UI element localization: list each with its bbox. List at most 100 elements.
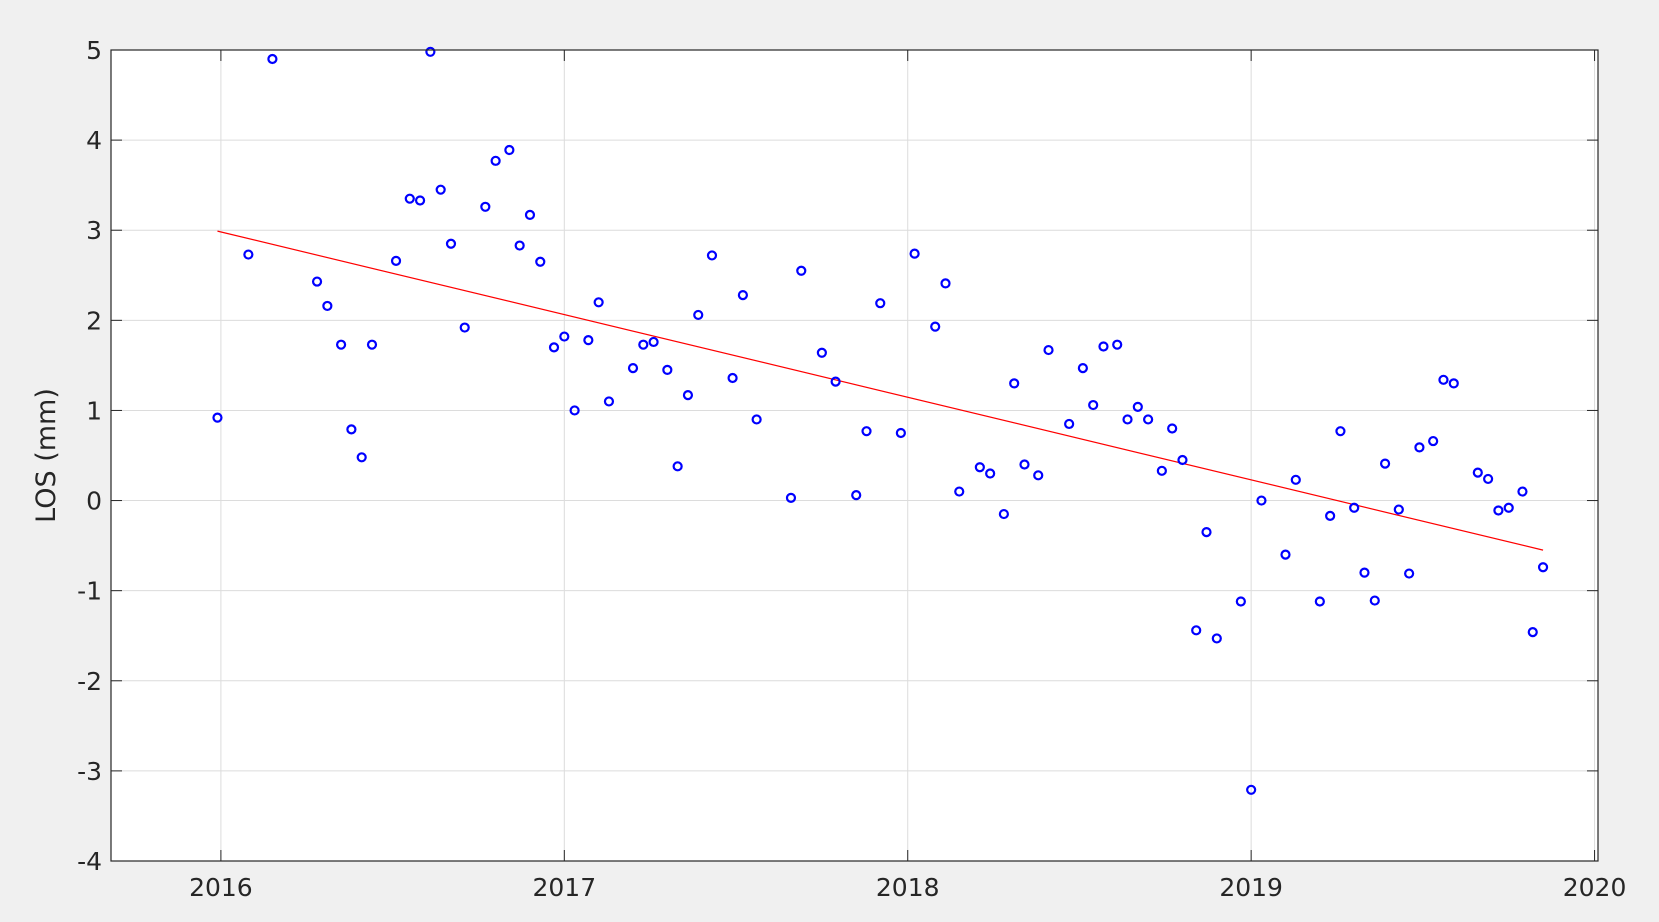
x-tick-label: 2019 bbox=[1219, 873, 1283, 902]
data-point bbox=[569, 405, 580, 416]
trend-line bbox=[217, 230, 1544, 551]
data-point bbox=[1077, 362, 1088, 374]
y-tick-label: 4 bbox=[86, 126, 102, 155]
fit-line-group bbox=[217, 230, 1544, 551]
data-point bbox=[1256, 495, 1267, 506]
data-point bbox=[998, 508, 1009, 520]
data-point bbox=[737, 290, 748, 301]
data-point bbox=[1379, 458, 1391, 469]
data-point bbox=[583, 335, 594, 346]
data-point bbox=[662, 364, 673, 375]
data-point bbox=[785, 492, 797, 503]
data-point bbox=[1235, 596, 1246, 607]
x-tick-label: 2016 bbox=[189, 873, 253, 902]
data-point bbox=[1414, 442, 1425, 453]
data-point bbox=[435, 184, 446, 195]
data-point bbox=[895, 427, 906, 439]
data-point bbox=[693, 309, 704, 321]
data-point bbox=[940, 278, 951, 289]
data-point bbox=[985, 468, 996, 479]
data-point bbox=[212, 412, 223, 423]
data-point bbox=[909, 248, 920, 259]
y-tick-label: -4 bbox=[77, 847, 102, 876]
data-point bbox=[648, 336, 659, 348]
y-tick-label: -2 bbox=[77, 667, 102, 696]
data-point bbox=[1325, 510, 1336, 521]
data-point bbox=[1019, 459, 1030, 470]
y-tick-labels: 5 4 3 2 1 0 -1 -2 -3 -4 bbox=[77, 36, 102, 876]
data-point bbox=[524, 209, 536, 221]
data-point bbox=[1537, 562, 1549, 573]
data-point bbox=[875, 298, 886, 309]
data-point bbox=[1503, 502, 1514, 513]
x-tick-label: 2018 bbox=[876, 873, 940, 902]
plot-frame bbox=[110, 49, 1599, 862]
data-point bbox=[1527, 627, 1538, 638]
data-point bbox=[816, 347, 827, 358]
data-point bbox=[1156, 465, 1167, 476]
data-point bbox=[1167, 423, 1178, 434]
data-point bbox=[1517, 486, 1528, 497]
data-point bbox=[1191, 625, 1202, 636]
data-point bbox=[335, 339, 347, 350]
data-point bbox=[1404, 568, 1415, 579]
data-point bbox=[490, 155, 501, 166]
data-point bbox=[514, 240, 525, 251]
data-point bbox=[311, 276, 323, 287]
data-point bbox=[974, 462, 985, 473]
data-point bbox=[603, 396, 615, 407]
data-point bbox=[706, 250, 718, 261]
data-point bbox=[404, 193, 415, 204]
data-point bbox=[1033, 470, 1044, 481]
data-point bbox=[1335, 426, 1346, 437]
data-point bbox=[796, 265, 807, 276]
y-tick-label: 3 bbox=[86, 216, 102, 245]
data-point bbox=[356, 452, 367, 463]
y-tick-label: -3 bbox=[77, 757, 102, 786]
data-point bbox=[1043, 344, 1054, 356]
data-points bbox=[212, 46, 1549, 795]
data-point bbox=[366, 339, 378, 350]
x-tick-label: 2020 bbox=[1563, 873, 1627, 902]
data-point bbox=[1493, 505, 1504, 516]
data-point bbox=[1211, 633, 1222, 644]
data-point bbox=[390, 255, 402, 266]
data-point bbox=[851, 490, 862, 501]
data-point bbox=[267, 53, 278, 65]
data-point bbox=[1349, 502, 1360, 513]
data-point bbox=[1359, 567, 1370, 578]
data-point bbox=[1088, 399, 1099, 411]
data-point bbox=[672, 461, 683, 472]
data-point bbox=[1009, 378, 1020, 389]
data-point bbox=[1246, 784, 1257, 795]
y-tick-label: 1 bbox=[86, 396, 102, 425]
data-point bbox=[1393, 504, 1404, 515]
data-point bbox=[1290, 474, 1301, 485]
data-point bbox=[830, 376, 841, 387]
data-point bbox=[1314, 596, 1325, 607]
data-point bbox=[593, 297, 604, 308]
data-point bbox=[1369, 595, 1380, 606]
data-point bbox=[425, 46, 436, 57]
data-point bbox=[1448, 378, 1459, 389]
data-point bbox=[1122, 414, 1133, 425]
data-point bbox=[535, 256, 546, 267]
data-point bbox=[1177, 454, 1188, 466]
data-point bbox=[504, 144, 515, 156]
x-tick-labels: 2016 2017 2018 2019 2020 bbox=[189, 873, 1626, 902]
data-point bbox=[445, 238, 457, 249]
data-point bbox=[1438, 374, 1449, 385]
data-point bbox=[954, 486, 965, 497]
data-point bbox=[1098, 341, 1109, 352]
data-point bbox=[627, 362, 639, 374]
plot-area bbox=[111, 50, 1598, 861]
data-point bbox=[1201, 526, 1212, 538]
data-point bbox=[1112, 339, 1123, 350]
data-point bbox=[414, 195, 426, 206]
data-point bbox=[1143, 414, 1154, 425]
data-point bbox=[861, 426, 872, 437]
data-point bbox=[559, 331, 570, 342]
data-point bbox=[1280, 549, 1291, 560]
x-tick-label: 2017 bbox=[532, 873, 596, 902]
